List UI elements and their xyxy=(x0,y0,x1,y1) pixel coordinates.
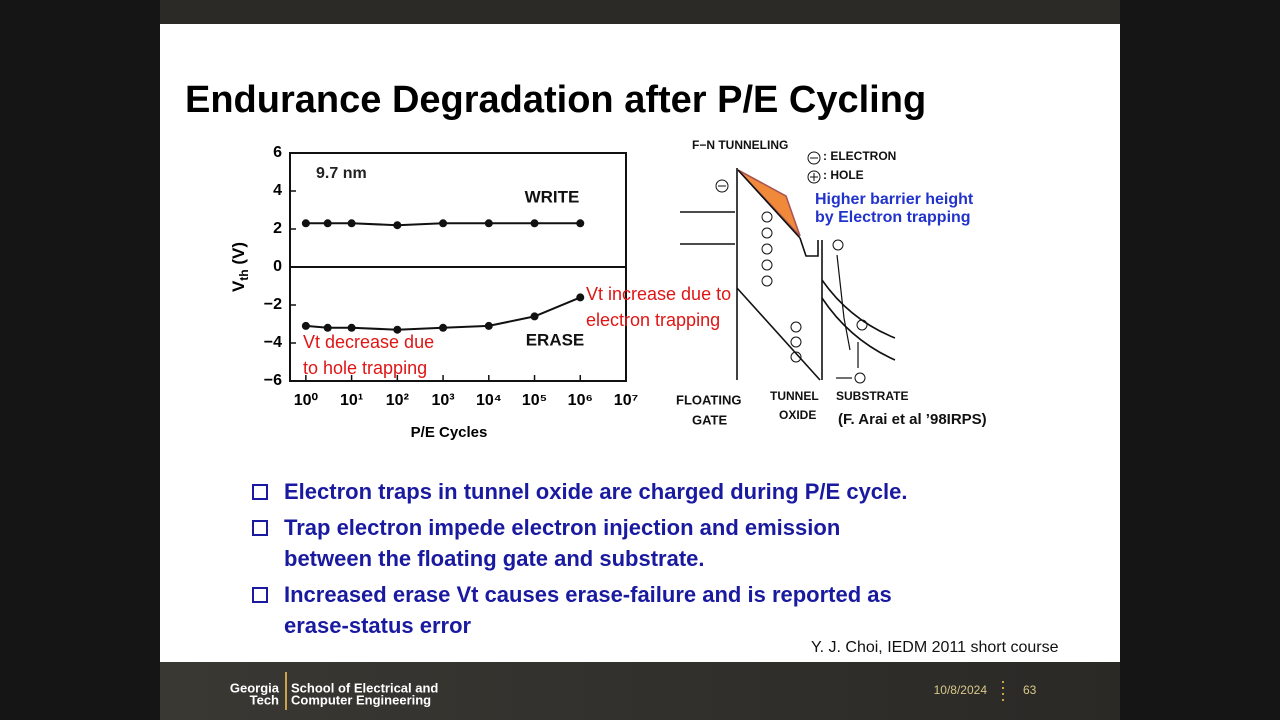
data-point xyxy=(393,325,402,334)
page-number: 63 xyxy=(1023,683,1037,697)
annotation: electron trapping xyxy=(586,310,720,330)
bullet-text: erase-status error xyxy=(284,613,472,638)
data-point xyxy=(484,219,493,228)
series-label: ERASE xyxy=(526,330,585,349)
credit: Y. J. Choi, IEDM 2011 short course xyxy=(811,639,1059,656)
data-point xyxy=(530,312,539,321)
annotation: to hole trapping xyxy=(303,358,427,378)
date: 10/8/2024 xyxy=(934,683,988,697)
band-diagram xyxy=(680,168,896,381)
x-tick-label: 10³ xyxy=(432,392,455,409)
data-point xyxy=(301,219,310,228)
y-tick-label: 6 xyxy=(273,144,282,161)
y-tick-label: 4 xyxy=(273,182,282,199)
x-tick-label: 10⁷ xyxy=(614,392,638,409)
tunnel-oxide-label: TUNNEL xyxy=(770,389,819,403)
charge-symbols xyxy=(715,151,868,384)
y-tick-label: −2 xyxy=(264,296,282,313)
y-axis-label: Vth (V) xyxy=(229,242,251,292)
data-point xyxy=(301,321,310,330)
bullet-box xyxy=(252,484,268,500)
tunneling-label: F−N TUNNELING xyxy=(692,138,788,152)
data-point xyxy=(347,323,356,332)
annotation: Vt decrease due xyxy=(303,332,434,352)
x-tick-label: 10² xyxy=(386,392,409,409)
floating-gate-label: GATE xyxy=(692,412,727,427)
annotation: Vt increase due to xyxy=(586,284,731,304)
data-point xyxy=(439,219,448,228)
x-tick-label: 10⁵ xyxy=(522,392,547,409)
data-point xyxy=(576,293,585,302)
y-tick-label: 0 xyxy=(273,258,282,275)
data-point xyxy=(439,323,448,332)
barrier-note: by Electron trapping xyxy=(815,209,971,226)
data-point xyxy=(347,219,356,228)
data-point xyxy=(323,323,332,332)
y-label-unit: (V) xyxy=(229,242,248,269)
bullet-text: Increased erase Vt causes erase-failure … xyxy=(284,582,892,607)
reference: (F. Arai et al ’98IRPS) xyxy=(838,411,987,428)
x-tick-label: 10¹ xyxy=(340,392,363,409)
data-point xyxy=(576,219,585,228)
data-point xyxy=(323,219,332,228)
x-tick-label: 10⁴ xyxy=(476,392,502,409)
data-point xyxy=(484,321,493,330)
hole-legend: : HOLE xyxy=(823,168,864,182)
y-label-sub: th xyxy=(237,269,251,280)
data-point xyxy=(530,219,539,228)
logo-text: Georgia xyxy=(230,680,280,695)
school-name: School of Electrical and xyxy=(291,680,438,695)
x-tick-label: 10⁰ xyxy=(294,392,319,409)
y-label-main: V xyxy=(229,280,248,292)
bullet-box xyxy=(252,520,268,536)
top-bar xyxy=(160,0,1120,24)
y-tick-label: −6 xyxy=(264,372,282,389)
data-point xyxy=(393,221,402,230)
bullet-text: Trap electron impede electron injection … xyxy=(284,515,840,540)
barrier-note: Higher barrier height xyxy=(815,191,974,208)
slide-title: Endurance Degradation after P/E Cycling xyxy=(185,79,926,121)
floating-gate-label: FLOATING xyxy=(676,392,741,407)
bullet-text: between the floating gate and substrate. xyxy=(284,546,705,571)
y-tick-label: −4 xyxy=(264,334,282,351)
slide xyxy=(160,24,1120,662)
bullet-box xyxy=(252,587,268,603)
bullet-text: Electron traps in tunnel oxide are charg… xyxy=(284,479,908,504)
x-tick-label: 10⁶ xyxy=(568,392,593,409)
electron-legend: : ELECTRON xyxy=(823,149,896,163)
substrate-label: SUBSTRATE xyxy=(836,389,908,403)
series-label: WRITE xyxy=(525,187,580,206)
tunnel-oxide-label: OXIDE xyxy=(779,408,816,422)
y-tick-label: 2 xyxy=(273,220,282,237)
logo-text: Tech xyxy=(250,692,279,707)
x-axis-label: P/E Cycles xyxy=(411,424,488,441)
school-name: Computer Engineering xyxy=(291,692,431,707)
annotation: 9.7 nm xyxy=(316,165,367,182)
footer-bar xyxy=(160,662,1120,720)
